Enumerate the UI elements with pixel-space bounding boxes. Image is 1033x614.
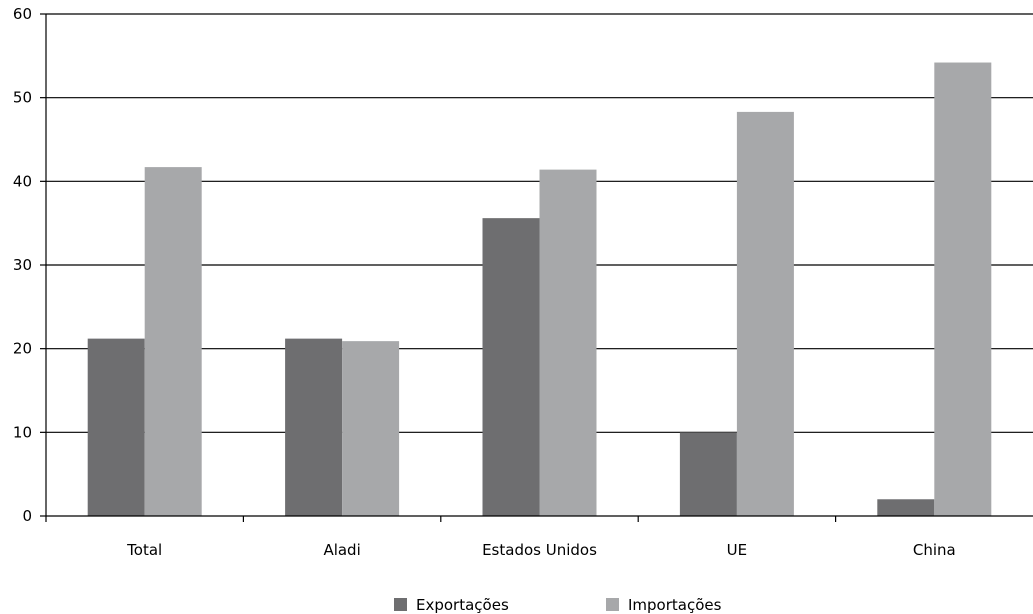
legend: Exportações Importações	[394, 596, 722, 614]
bar-importacoes	[342, 341, 400, 516]
x-category-label: China	[913, 541, 956, 559]
x-category-label: Estados Unidos	[482, 541, 597, 559]
bar-importacoes	[539, 169, 597, 516]
y-tick-label: 0	[22, 507, 32, 525]
y-tick-label: 30	[13, 256, 32, 274]
legend-swatch	[394, 598, 407, 611]
x-category-label: Aladi	[323, 541, 360, 559]
bars	[87, 62, 992, 517]
x-category-label: UE	[727, 541, 747, 559]
y-tick-label: 10	[13, 423, 32, 441]
y-tick-label: 40	[13, 172, 32, 190]
bar-exportacoes	[482, 218, 540, 516]
x-axis-labels: Total Aladi Estados Unidos UE China	[126, 541, 956, 559]
bar-exportacoes	[285, 338, 343, 516]
x-category-label: Total	[126, 541, 162, 559]
bar-exportacoes	[877, 499, 935, 516]
y-tick-label: 20	[13, 340, 32, 358]
axes	[45, 14, 1033, 522]
bar-exportacoes	[87, 338, 145, 516]
legend-swatch	[606, 598, 619, 611]
bar-importacoes	[934, 62, 992, 516]
legend-label: Importações	[628, 596, 722, 614]
bar-importacoes	[736, 111, 794, 516]
bar-importacoes	[144, 167, 202, 517]
y-tick-label: 60	[13, 5, 32, 23]
bar-exportacoes	[679, 432, 737, 516]
y-tick-label: 50	[13, 89, 32, 107]
legend-label: Exportações	[416, 596, 509, 614]
y-axis-ticks: 0 10 20 30 40 50 60	[13, 5, 46, 525]
